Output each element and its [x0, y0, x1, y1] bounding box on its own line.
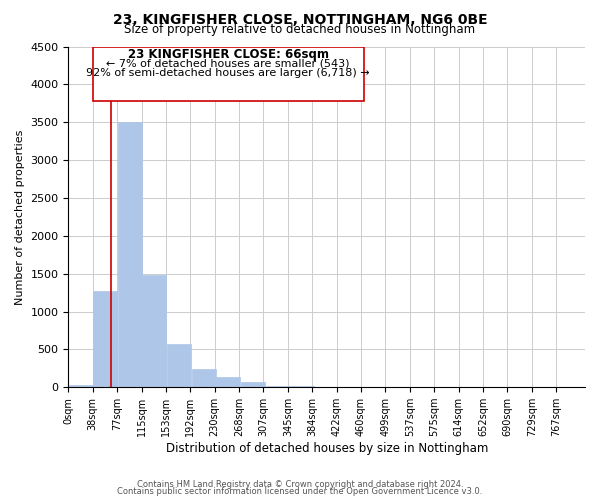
Bar	[142, 275, 166, 387]
Text: Contains public sector information licensed under the Open Government Licence v3: Contains public sector information licen…	[118, 487, 482, 496]
Bar	[290, 386, 314, 387]
Text: Contains HM Land Registry data © Crown copyright and database right 2024.: Contains HM Land Registry data © Crown c…	[137, 480, 463, 489]
Bar	[118, 122, 142, 387]
X-axis label: Distribution of detached houses by size in Nottingham: Distribution of detached houses by size …	[166, 442, 488, 455]
Text: 23, KINGFISHER CLOSE, NOTTINGHAM, NG6 0BE: 23, KINGFISHER CLOSE, NOTTINGHAM, NG6 0B…	[113, 12, 487, 26]
Bar	[241, 382, 265, 387]
Text: Size of property relative to detached houses in Nottingham: Size of property relative to detached ho…	[124, 22, 476, 36]
Y-axis label: Number of detached properties: Number of detached properties	[15, 129, 25, 304]
Text: ← 7% of detached houses are smaller (543): ← 7% of detached houses are smaller (543…	[106, 59, 350, 69]
Bar	[192, 369, 216, 387]
Bar	[266, 386, 290, 387]
Bar	[167, 344, 191, 387]
Bar	[68, 385, 92, 387]
Bar	[93, 291, 117, 387]
Text: 23 KINGFISHER CLOSE: 66sqm: 23 KINGFISHER CLOSE: 66sqm	[128, 48, 329, 62]
Text: 92% of semi-detached houses are larger (6,718) →: 92% of semi-detached houses are larger (…	[86, 68, 370, 78]
FancyBboxPatch shape	[93, 46, 364, 101]
Bar	[216, 378, 240, 387]
